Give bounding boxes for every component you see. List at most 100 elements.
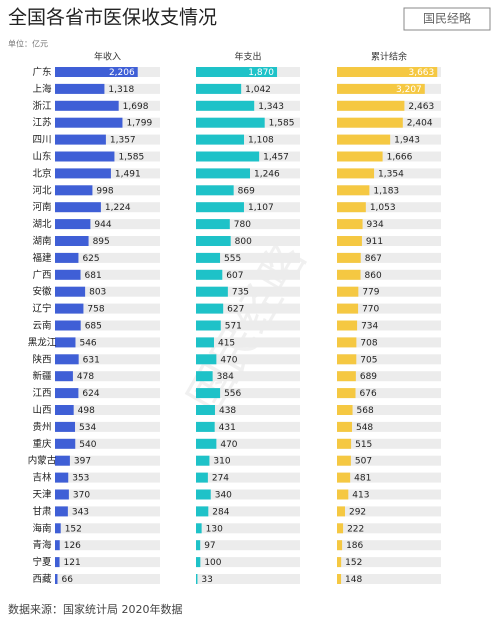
bar (337, 421, 352, 432)
value-label: 770 (362, 305, 379, 315)
value-label: 1,354 (378, 169, 404, 179)
track (337, 236, 441, 246)
track (337, 286, 441, 297)
category-label: 青海 (32, 539, 52, 551)
track (337, 202, 441, 213)
value-label: 222 (347, 524, 364, 534)
value-label: 1,246 (254, 169, 280, 179)
logo-box (403, 7, 491, 31)
category-label: 湖南 (32, 235, 51, 247)
value-label: 607 (226, 271, 243, 281)
track (196, 337, 300, 348)
bar (337, 405, 353, 415)
bar (55, 455, 70, 466)
track (196, 83, 300, 94)
bar (55, 421, 76, 432)
bar (337, 523, 344, 534)
value-label: 97 (204, 541, 215, 551)
value-label: 911 (366, 237, 383, 247)
category-label: 陕西 (32, 353, 51, 365)
value-label: 534 (79, 423, 96, 433)
value-label: 556 (224, 389, 241, 399)
track (55, 252, 160, 263)
track (337, 320, 441, 331)
source: 数据来源：国家统计局 2020年数据 (8, 602, 183, 616)
bar (196, 489, 211, 500)
track (196, 489, 300, 500)
value-label: 548 (356, 423, 373, 433)
value-label: 66 (61, 575, 73, 585)
bar (196, 67, 278, 77)
bar (337, 574, 342, 584)
bar (55, 252, 79, 263)
value-label: 1,108 (248, 136, 274, 146)
bar (55, 67, 138, 77)
value-label: 681 (85, 271, 102, 281)
track (337, 540, 441, 551)
value-label: 998 (96, 186, 113, 196)
value-label: 867 (365, 254, 382, 264)
value-label: 292 (349, 507, 366, 517)
value-label: 734 (361, 322, 378, 332)
bar (55, 489, 69, 500)
track (196, 455, 300, 466)
track (337, 523, 441, 534)
value-label: 126 (64, 541, 81, 551)
bar (55, 286, 86, 297)
category-label: 江西 (32, 388, 51, 399)
value-label: 415 (218, 338, 235, 348)
bar (337, 168, 375, 179)
category-label: 安徽 (32, 286, 52, 298)
track (55, 489, 160, 500)
value-label: 481 (354, 474, 371, 484)
track (55, 269, 160, 280)
bar (196, 134, 245, 145)
track (55, 354, 160, 365)
bar (337, 489, 349, 500)
track (196, 421, 300, 432)
value-label: 1,457 (263, 153, 289, 163)
value-label: 1,183 (373, 186, 399, 196)
bar (196, 117, 265, 128)
value-label: 353 (72, 474, 89, 484)
bar (337, 67, 438, 77)
track (337, 269, 441, 280)
bar (337, 337, 357, 348)
track (55, 540, 160, 551)
bar (337, 388, 356, 399)
track (337, 574, 441, 584)
value-label: 1,224 (105, 203, 131, 213)
track (55, 337, 160, 348)
track (55, 405, 160, 415)
bar (337, 100, 405, 111)
bar (337, 371, 356, 382)
value-label: 1,666 (387, 153, 413, 163)
bar (196, 438, 217, 449)
bar (337, 219, 363, 230)
value-label: 498 (78, 406, 95, 416)
value-label: 384 (217, 372, 234, 382)
value-label: 568 (357, 406, 374, 416)
bar (337, 354, 357, 365)
value-label: 397 (74, 457, 91, 467)
value-label: 627 (227, 305, 244, 315)
category-label: 吉林 (32, 472, 52, 484)
value-label: 1,491 (115, 169, 141, 179)
category-label: 福建 (32, 252, 52, 264)
bar (196, 168, 250, 179)
track (337, 337, 441, 348)
value-label: 413 (352, 491, 369, 501)
bar (337, 117, 403, 128)
value-label: 625 (82, 254, 99, 264)
value-label: 284 (212, 507, 229, 517)
category-label: 北京 (32, 167, 51, 179)
track (55, 219, 160, 230)
bar (196, 286, 228, 297)
value-label: 1,698 (123, 102, 149, 112)
value-label: 33 (201, 575, 212, 585)
category-label: 西藏 (32, 573, 52, 585)
track (55, 421, 160, 432)
bar (337, 506, 345, 517)
bar (55, 320, 81, 331)
bar (337, 83, 425, 94)
